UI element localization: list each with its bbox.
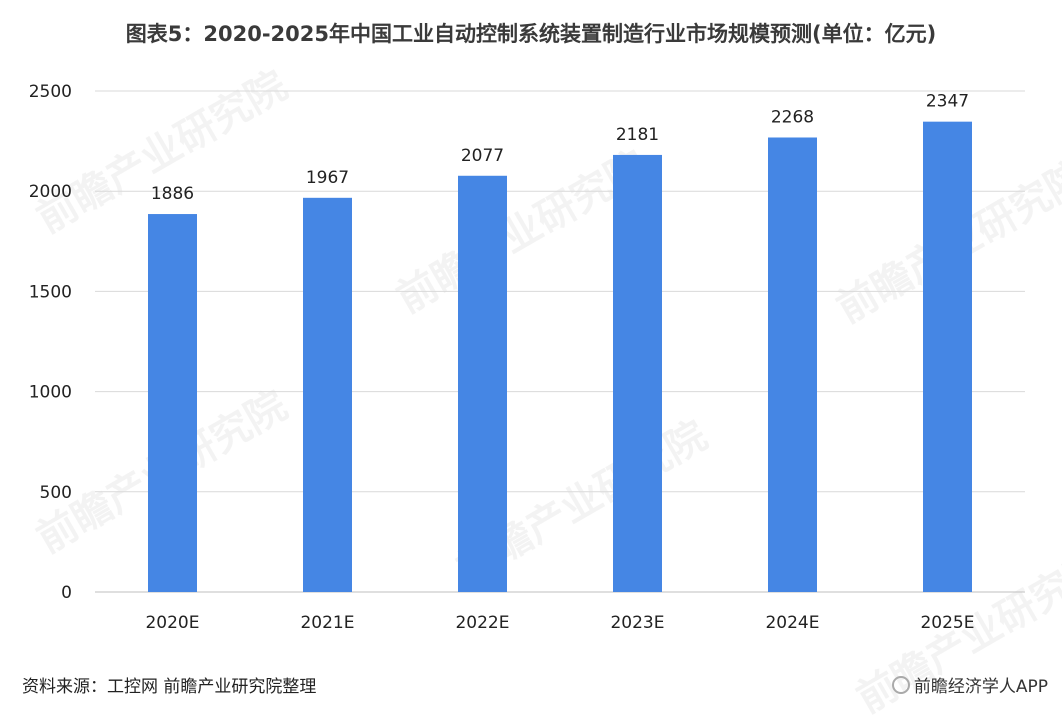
bar-chart: 0 500 1000 1500 2000 2500 1886 2020E 1967 2021E 20… [29, 82, 1025, 633]
data-label: 2347 [926, 92, 969, 112]
y-tick-label: 2000 [29, 182, 72, 202]
data-label: 2077 [461, 146, 504, 166]
y-tick-label: 500 [40, 483, 72, 503]
x-tick-label: 2020E [145, 613, 199, 633]
x-tick-label: 2024E [765, 613, 819, 633]
brand-logo-icon [891, 676, 910, 694]
bar [148, 214, 197, 592]
data-label: 2268 [771, 107, 814, 127]
bar [303, 197, 352, 592]
bar [923, 121, 972, 593]
x-tick-label: 2022E [455, 613, 509, 633]
data-label: 2181 [616, 125, 659, 145]
data-label: 1886 [151, 184, 194, 204]
y-tick-label: 2500 [29, 82, 72, 102]
y-tick-label: 1000 [29, 383, 72, 403]
bar [768, 137, 817, 592]
y-tick-label: 0 [61, 583, 72, 603]
bar [458, 175, 507, 592]
bar [613, 154, 662, 592]
brand-text: 前瞻经济学人APP [913, 677, 1048, 697]
y-tick-label: 1500 [29, 282, 72, 302]
chart-title: 图表5：2020-2025年中国工业自动控制系统装置制造行业市场规模预测(单位：… [125, 22, 937, 46]
x-tick-label: 2025E [920, 613, 974, 633]
source-note: 资料来源：工控网 前瞻产业研究院整理 [22, 677, 317, 697]
x-tick-label: 2021E [300, 613, 354, 633]
brand-label: 前瞻经济学人APP [891, 672, 1048, 697]
data-label: 1967 [306, 168, 349, 188]
x-tick-label: 2023E [610, 613, 664, 633]
